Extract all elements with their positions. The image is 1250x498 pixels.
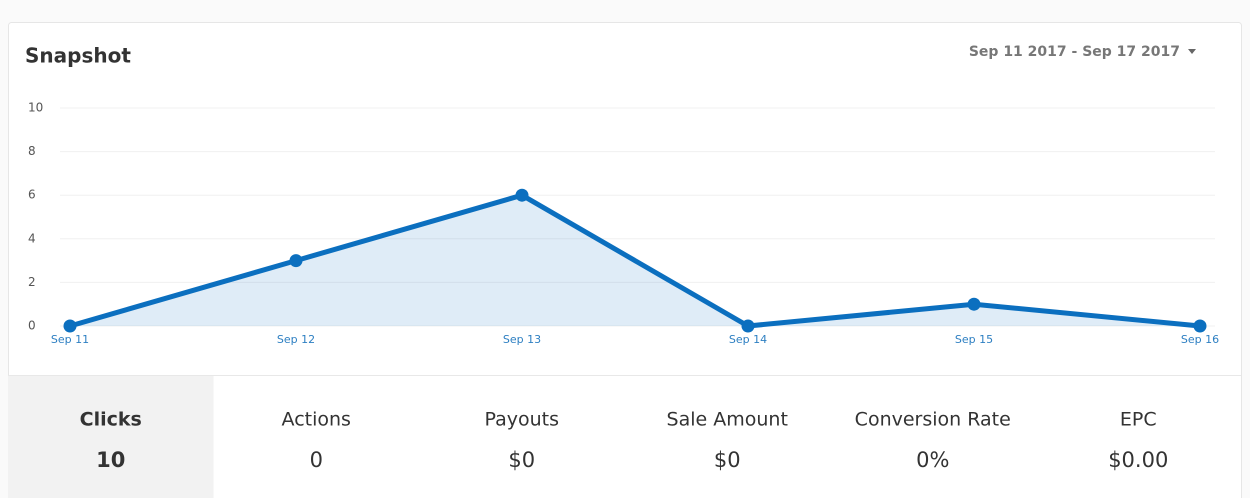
- stat-value: $0.00: [1108, 448, 1168, 472]
- x-tick-label: Sep 13: [503, 333, 541, 346]
- stat-label: Clicks: [80, 409, 142, 431]
- y-tick-label: 2: [28, 275, 36, 289]
- card: [8, 22, 1242, 498]
- x-tick-label: Sep 11: [51, 333, 89, 346]
- stat-tab[interactable]: EPC $0.00: [1108, 409, 1168, 473]
- date-range[interactable]: Sep 11 2017 - Sep 17 2017: [969, 44, 1180, 60]
- line: [69, 192, 1201, 329]
- stat-value: $0: [714, 448, 741, 472]
- stat-tab[interactable]: Actions 0: [282, 409, 351, 473]
- stat-value: 10: [96, 448, 125, 472]
- x-tick-label: Sep 15: [955, 333, 993, 346]
- stat-value: $0: [508, 448, 535, 472]
- x-tick-label: Sep 14: [729, 333, 767, 346]
- stat-label: Sale Amount: [667, 409, 788, 431]
- x-tick-label: Sep 12: [277, 333, 315, 346]
- chart: 0 2 4 6 8 10 Sep 11 Sep 12 Sep 13 Sep 14 Sep 15 Sep…: [28, 101, 1219, 347]
- active-tab-bg: [8, 376, 214, 498]
- stats-bar: Clicks 10 Actions 0 Payouts $0 Sale Amount $0 Co…: [8, 376, 1168, 498]
- y-tick-label: 8: [28, 144, 36, 158]
- point: [741, 319, 755, 333]
- title: Snapshot: [25, 44, 131, 68]
- y-tick-label: 6: [28, 188, 36, 202]
- stat-label: Conversion Rate: [855, 409, 1011, 431]
- point: [289, 254, 303, 268]
- point: [967, 297, 981, 311]
- x-tick-label: Sep 16: [1181, 333, 1219, 346]
- stat-label: EPC: [1120, 409, 1157, 431]
- y-tick-label: 10: [28, 101, 43, 115]
- stat-value: 0%: [916, 448, 949, 472]
- y-tick-label: 0: [28, 319, 36, 333]
- y-tick-label: 4: [28, 231, 36, 245]
- stat-label: Payouts: [484, 409, 559, 431]
- stat-label: Actions: [282, 409, 351, 431]
- point: [63, 319, 77, 333]
- point: [1193, 319, 1207, 333]
- stat-tab[interactable]: Clicks 10: [8, 376, 214, 498]
- dropdown-caret[interactable]: [1188, 49, 1196, 54]
- stat-tab[interactable]: Sale Amount $0: [667, 409, 788, 473]
- point: [515, 188, 529, 202]
- stat-tab[interactable]: Conversion Rate 0%: [855, 409, 1011, 473]
- stat-value: 0: [310, 448, 323, 472]
- stat-tab[interactable]: Payouts $0: [484, 409, 559, 473]
